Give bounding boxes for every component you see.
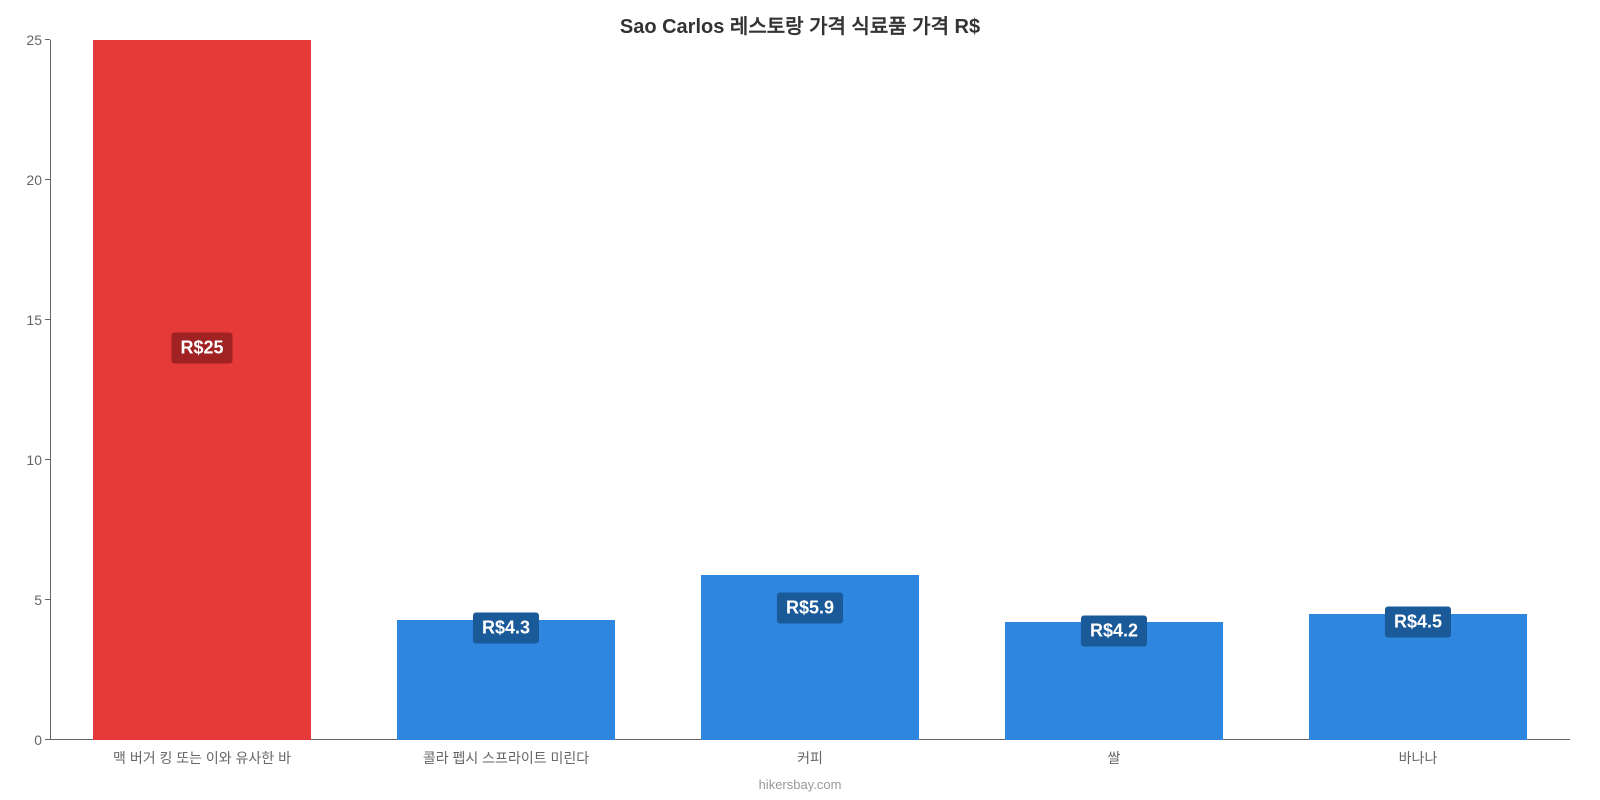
y-tick-label: 20 [26, 172, 42, 188]
y-tick [45, 39, 50, 40]
y-tick-label: 10 [26, 452, 42, 468]
y-axis [50, 40, 51, 740]
y-tick-label: 5 [34, 592, 42, 608]
y-tick-label: 0 [34, 732, 42, 748]
x-tick-label: 쌀 [1108, 748, 1121, 768]
y-tick [45, 459, 50, 460]
bar-value-label: R$4.5 [1385, 607, 1451, 638]
y-tick-label: 25 [26, 32, 42, 48]
bar-value-label: R$5.9 [777, 593, 843, 624]
plot-area: 0510152025R$25맥 버거 킹 또는 이와 유사한 바R$4.3콜라 … [50, 40, 1570, 740]
bar-value-label: R$25 [171, 333, 232, 364]
source-label: hikersbay.com [0, 777, 1600, 792]
y-tick-label: 15 [26, 312, 42, 328]
bar [93, 40, 312, 740]
bar-value-label: R$4.3 [473, 613, 539, 644]
x-tick-label: 콜라 펩시 스프라이트 미린다 [423, 748, 589, 768]
y-tick [45, 319, 50, 320]
chart-title: Sao Carlos 레스토랑 가격 식료품 가격 R$ [0, 10, 1600, 39]
y-tick [45, 739, 50, 740]
chart-container: Sao Carlos 레스토랑 가격 식료품 가격 R$ 0510152025R… [0, 0, 1600, 800]
x-tick-label: 바나나 [1399, 748, 1438, 768]
bar-value-label: R$4.2 [1081, 615, 1147, 646]
y-tick [45, 599, 50, 600]
y-tick [45, 179, 50, 180]
x-tick-label: 커피 [797, 748, 823, 768]
x-tick-label: 맥 버거 킹 또는 이와 유사한 바 [113, 748, 291, 768]
